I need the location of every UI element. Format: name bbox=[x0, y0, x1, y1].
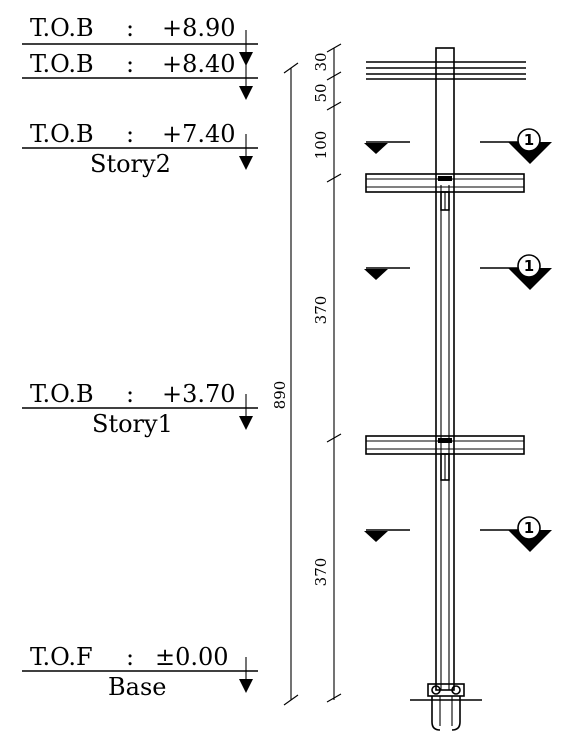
roof-beam bbox=[366, 61, 526, 80]
level-tag: T.O.B bbox=[30, 50, 94, 78]
story1-beam bbox=[365, 435, 525, 481]
level-base[interactable]: T.O.F : ±0.00 Base bbox=[22, 643, 258, 701]
level-separator: : bbox=[126, 14, 134, 42]
section-marker-label: 1 bbox=[524, 519, 534, 537]
level-tag: T.O.B bbox=[30, 120, 94, 148]
level-symbol-story1 bbox=[238, 394, 256, 430]
level-separator: : bbox=[126, 120, 134, 148]
level-symbol-base bbox=[238, 657, 256, 693]
steel-column bbox=[435, 47, 455, 691]
level-symbol-story2 bbox=[238, 134, 256, 170]
level-separator: : bbox=[126, 643, 134, 671]
level-separator: : bbox=[126, 50, 134, 78]
level-tag: T.O.F bbox=[30, 643, 93, 671]
story-name: Story2 bbox=[90, 150, 171, 178]
dim-total-label: 890 bbox=[271, 381, 289, 410]
base-plate bbox=[410, 683, 482, 731]
story-name: Story1 bbox=[92, 410, 173, 438]
dim-seg-370-lower: 370 bbox=[312, 558, 330, 587]
section-cut-upper[interactable]: 1 bbox=[364, 128, 552, 164]
level-story1[interactable]: T.O.B : +3.70 Story1 bbox=[22, 380, 258, 438]
level-tag: T.O.B bbox=[30, 14, 94, 42]
level-elevation: +8.90 bbox=[162, 14, 236, 42]
level-elevation: +3.70 bbox=[162, 380, 236, 408]
section-cut-middle[interactable]: 1 bbox=[364, 254, 552, 290]
level-tag: T.O.B bbox=[30, 380, 94, 408]
level-symbol-840 bbox=[238, 64, 256, 100]
level-story2[interactable]: T.O.B : +7.40 Story2 bbox=[22, 120, 258, 178]
story-name: Base bbox=[108, 673, 166, 701]
level-separator: : bbox=[126, 380, 134, 408]
dim-seg-30: 30 bbox=[312, 52, 330, 71]
section-cut-lower[interactable]: 1 bbox=[364, 516, 552, 552]
section-marker-label: 1 bbox=[524, 257, 534, 275]
level-symbol-890 bbox=[238, 30, 256, 66]
level-top-840[interactable]: T.O.B : +8.40 bbox=[22, 50, 258, 79]
level-elevation: +8.40 bbox=[162, 50, 236, 78]
total-dimension: 890 bbox=[271, 62, 299, 706]
dim-seg-370-upper: 370 bbox=[312, 296, 330, 325]
level-elevation: +7.40 bbox=[162, 120, 236, 148]
story2-beam bbox=[365, 173, 525, 211]
dim-seg-50: 50 bbox=[312, 83, 330, 102]
level-top-890[interactable]: T.O.B : +8.90 bbox=[22, 14, 258, 45]
segment-dimensions: 30 50 100 370 370 bbox=[312, 43, 342, 703]
level-elevation: ±0.00 bbox=[155, 643, 229, 671]
section-marker-label: 1 bbox=[524, 131, 534, 149]
dim-seg-100: 100 bbox=[312, 131, 330, 160]
